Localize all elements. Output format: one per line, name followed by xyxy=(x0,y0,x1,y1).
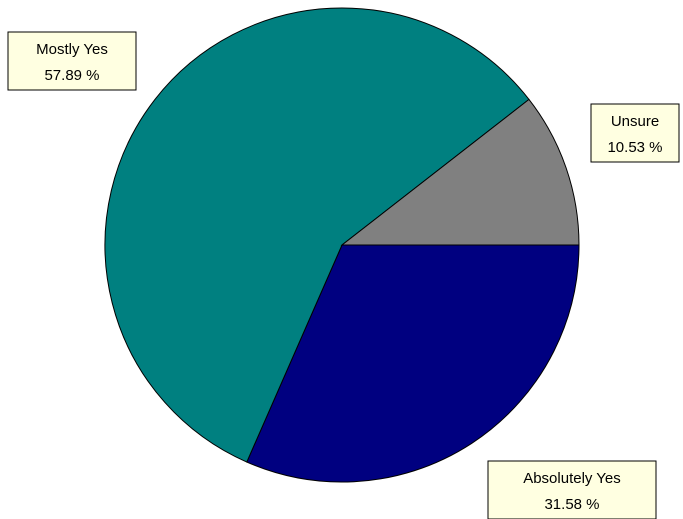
label-absolutely-yes-value: 31.58 % xyxy=(544,496,599,513)
pie-slice-unsure xyxy=(340,98,580,246)
pie-slice-mostly-yes xyxy=(104,7,530,463)
label-mostly-yes-name: Mostly Yes xyxy=(36,41,108,58)
label-absolutely-yes-name: Absolutely Yes xyxy=(523,470,621,487)
label-mostly-yes: Mostly Yes 57.89 % xyxy=(7,31,137,91)
label-unsure: Unsure 10.53 % xyxy=(590,103,680,163)
slice-labels: Mostly Yes 57.89 % Unsure 10.53 % Absolu… xyxy=(7,31,680,519)
label-unsure-name: Unsure xyxy=(611,113,659,130)
label-absolutely-yes: Absolutely Yes 31.58 % xyxy=(487,460,657,519)
pie-slices xyxy=(104,7,580,483)
label-unsure-value: 10.53 % xyxy=(607,139,662,156)
pie-slice-absolutely-yes xyxy=(246,244,580,483)
label-mostly-yes-value: 57.89 % xyxy=(44,67,99,84)
